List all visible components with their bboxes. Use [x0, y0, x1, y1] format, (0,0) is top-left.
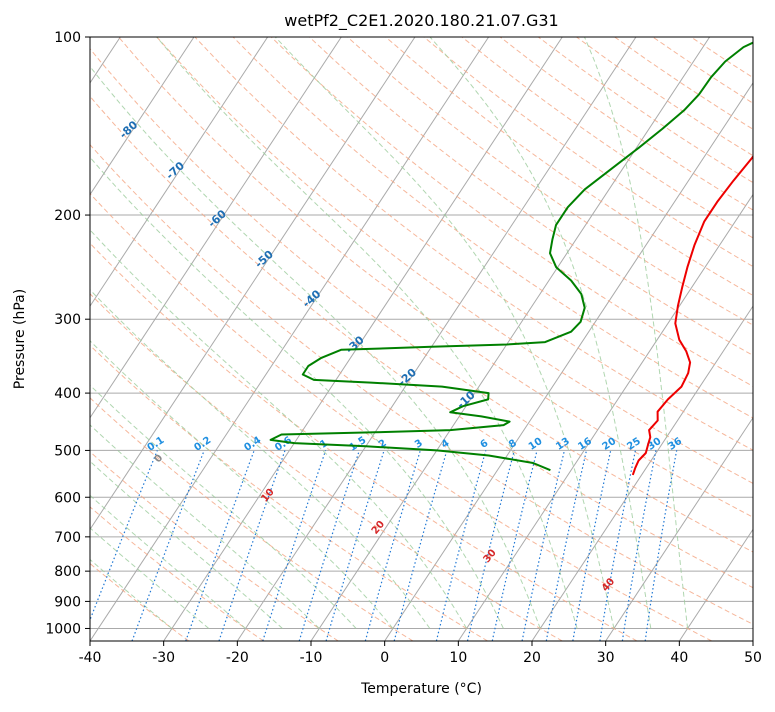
y-tick-label: 400: [54, 386, 81, 402]
x-tick-label: 10: [449, 650, 467, 666]
x-tick-label: -40: [79, 650, 102, 666]
x-tick-label: 0: [380, 650, 389, 666]
chart-title: wetPf2_C2E1.2020.180.21.07.G31: [284, 11, 558, 31]
y-axis-label: Pressure (hPa): [12, 289, 28, 389]
y-tick-label: 1000: [45, 621, 81, 637]
y-tick-label: 100: [54, 30, 81, 46]
x-tick-label: 50: [744, 650, 762, 666]
x-tick-label: 30: [597, 650, 615, 666]
y-tick-label: 300: [54, 312, 81, 328]
y-tick-label: 200: [54, 208, 81, 224]
x-tick-label: -10: [300, 650, 323, 666]
y-tick-label: 600: [54, 490, 81, 506]
x-tick-label: -30: [152, 650, 175, 666]
y-tick-label: 900: [54, 594, 81, 610]
y-tick-label: 700: [54, 530, 81, 546]
x-tick-label: -20: [226, 650, 249, 666]
x-tick-label: 40: [670, 650, 688, 666]
x-tick-label: 20: [523, 650, 541, 666]
y-tick-label: 800: [54, 564, 81, 580]
x-axis-label: Temperature (°C): [360, 681, 482, 697]
y-tick-label: 500: [54, 443, 81, 459]
